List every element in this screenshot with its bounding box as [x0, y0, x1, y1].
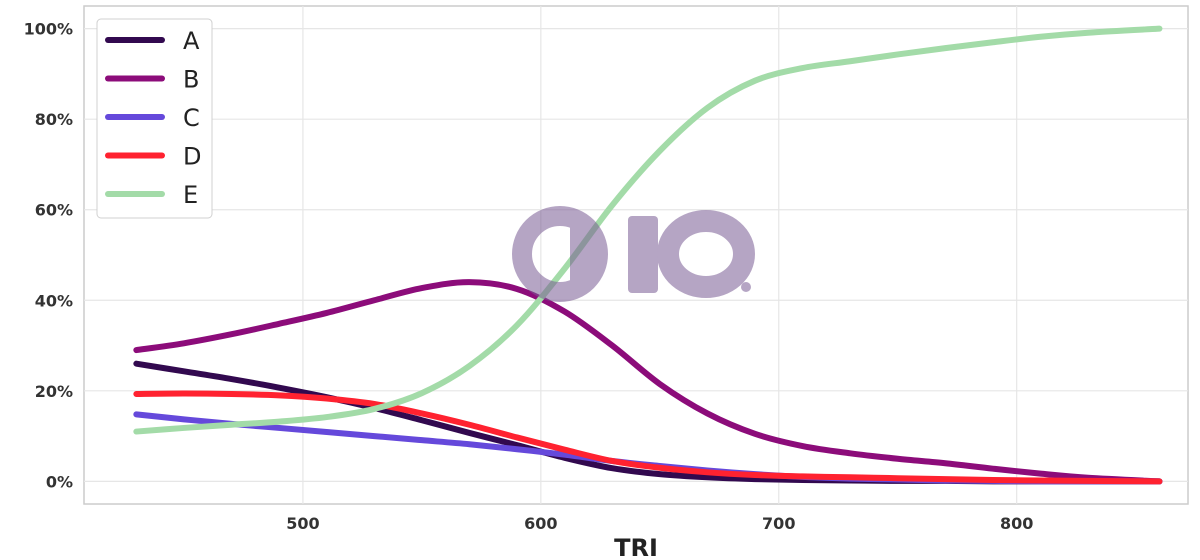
- x-tick-label: 600: [524, 514, 557, 533]
- y-tick-label: 0%: [46, 472, 73, 491]
- y-tick-label: 20%: [35, 382, 73, 401]
- y-axis-ticks: 0% 20% 40% 60% 80% 100%: [24, 20, 73, 492]
- legend-label-a: A: [183, 27, 200, 55]
- watermark-logo: [512, 206, 755, 302]
- legend-label-b: B: [183, 66, 199, 94]
- x-axis-title: TRI: [614, 534, 658, 560]
- y-tick-label: 60%: [35, 201, 73, 220]
- x-tick-label: 700: [762, 514, 795, 533]
- x-axis-ticks: 500 600 700 800: [286, 514, 1033, 533]
- y-tick-label: 80%: [35, 110, 73, 129]
- y-tick-label: 100%: [24, 20, 73, 39]
- series-lines: [133, 25, 1163, 485]
- series-line-d: [133, 390, 1163, 485]
- series-line-e: [133, 25, 1163, 435]
- x-tick-label: 800: [1000, 514, 1033, 533]
- y-tick-label: 40%: [35, 291, 73, 310]
- legend-label-d: D: [183, 143, 201, 171]
- legend-label-e: E: [183, 181, 198, 209]
- legend-label-c: C: [183, 104, 200, 132]
- series-line-b: [133, 279, 1163, 485]
- x-tick-label: 500: [286, 514, 319, 533]
